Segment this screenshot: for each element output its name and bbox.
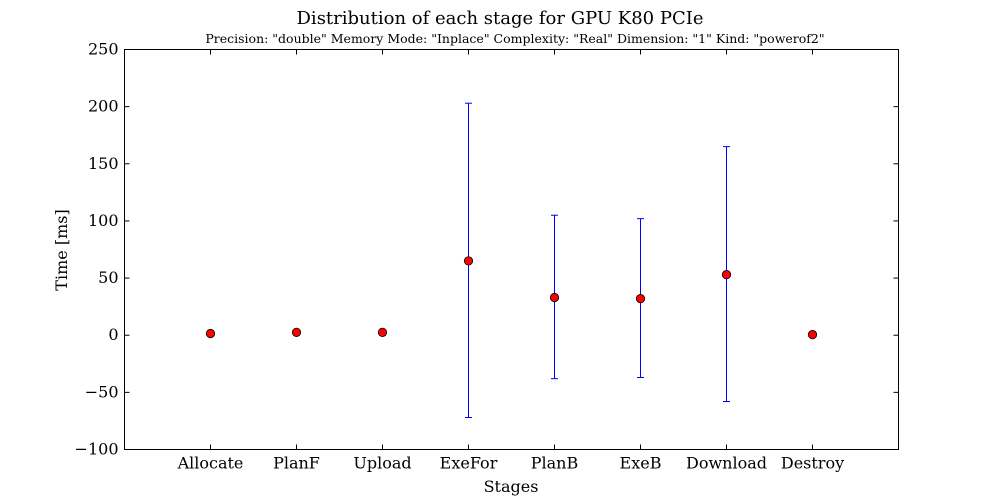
y-axis: −100 −50 0 50 100 150 200 250 bbox=[75, 40, 899, 459]
data-point bbox=[291, 327, 302, 337]
x-tick-label: Upload bbox=[353, 454, 411, 473]
y-tick-label: −100 bbox=[75, 440, 119, 459]
x-tick-label: Download bbox=[686, 454, 767, 473]
data-point bbox=[205, 328, 216, 339]
y-axis-label: Time [ms] bbox=[52, 209, 71, 290]
data-point bbox=[377, 327, 388, 337]
x-tick-label: Allocate bbox=[177, 454, 244, 473]
x-tick-label: Destroy bbox=[781, 454, 844, 473]
y-tick-label: 0 bbox=[108, 325, 118, 344]
data-point bbox=[463, 256, 474, 266]
data-point bbox=[807, 330, 818, 340]
plot-area bbox=[124, 49, 899, 450]
data-point bbox=[721, 270, 732, 280]
y-tick-label: 100 bbox=[88, 211, 119, 230]
y-tick-label: −50 bbox=[85, 382, 119, 401]
y-tick-label: 250 bbox=[88, 40, 119, 59]
y-tick-label: 50 bbox=[98, 268, 118, 287]
x-axis: Allocate PlanF Upload ExeFor PlanB ExeB Downlo… bbox=[177, 49, 844, 473]
chart-title: Distribution of each stage for GPU K80 P… bbox=[297, 8, 704, 29]
x-tick-label: PlanB bbox=[531, 454, 578, 473]
x-tick-label: PlanF bbox=[273, 454, 320, 473]
x-tick-label: ExeB bbox=[620, 454, 662, 473]
y-tick-label: 150 bbox=[88, 154, 119, 173]
chart-subtitle: Precision: "double" Memory Mode: "Inplac… bbox=[205, 31, 824, 46]
data-points bbox=[205, 256, 818, 340]
data-point bbox=[635, 294, 646, 304]
title-group: Distribution of each stage for GPU K80 P… bbox=[205, 8, 824, 46]
x-axis-label: Stages bbox=[484, 477, 539, 496]
data-point bbox=[549, 292, 560, 303]
x-tick-label: ExeFor bbox=[440, 454, 498, 473]
y-tick-label: 200 bbox=[88, 97, 119, 116]
